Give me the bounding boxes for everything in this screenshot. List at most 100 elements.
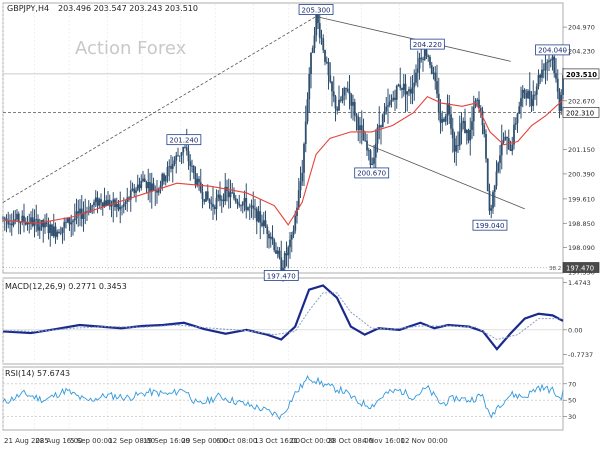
candle-body: [100, 199, 102, 203]
candle-body: [240, 205, 242, 207]
x-tick-label: 29 Sep 00:00: [181, 437, 228, 445]
candle-body: [488, 191, 491, 211]
candle-body: [187, 151, 190, 162]
candle-body: [233, 192, 235, 199]
candle-body: [12, 220, 15, 226]
candle-body: [399, 84, 402, 88]
candle-body: [443, 118, 445, 122]
candle-body: [38, 226, 41, 231]
candle-body: [352, 101, 354, 106]
candle-body: [308, 74, 311, 100]
candle-body: [448, 103, 451, 115]
y-tick-label: 204.970: [568, 24, 595, 32]
candle-body: [514, 123, 517, 125]
candle-body: [437, 93, 440, 113]
candle-body: [339, 99, 342, 101]
current-price-label: 203.510: [566, 71, 597, 79]
price-callout-box: [263, 270, 299, 281]
x-tick-label: 5 Sep 00:00: [70, 437, 112, 445]
candle-body: [72, 220, 74, 223]
price-callout-label: 197.470: [267, 272, 296, 280]
candle-body: [325, 61, 328, 63]
candle-body: [289, 239, 291, 248]
candle-body: [376, 127, 379, 144]
rsi-panel-frame: [2, 366, 564, 431]
candle-body: [509, 149, 512, 152]
candle-body: [192, 166, 195, 174]
candle-body: [189, 161, 192, 166]
candle-body: [215, 197, 218, 210]
candle-body: [374, 143, 377, 158]
candle-body: [110, 204, 113, 207]
candle-body: [539, 74, 542, 78]
candle-body: [331, 81, 333, 92]
support-level-box: [562, 107, 600, 118]
rsi-panel: [2, 374, 564, 421]
candle-body: [303, 144, 305, 173]
candle-body: [37, 219, 39, 231]
candle-body: [497, 162, 500, 172]
candle-body: [105, 200, 108, 206]
candle-body: [59, 232, 62, 234]
candle-body: [483, 125, 486, 135]
candle-body: [208, 199, 211, 203]
candle-body: [276, 250, 279, 254]
candle-body: [93, 202, 95, 206]
candle-body: [345, 88, 347, 89]
candle-body: [385, 106, 388, 112]
candle-body: [464, 120, 466, 134]
candle-body: [247, 207, 249, 210]
price-callout-box: [166, 134, 202, 146]
candle-body: [418, 57, 421, 69]
candle-body: [530, 99, 533, 106]
candle-body: [367, 150, 370, 152]
candle-body: [366, 140, 368, 151]
candle-body: [474, 100, 477, 107]
candle-body: [310, 52, 312, 75]
candle-body: [542, 69, 545, 71]
candle-body: [490, 208, 493, 211]
candle-body: [82, 213, 85, 219]
x-tick-label: 19 Sep 16:00: [143, 437, 190, 445]
candle-body: [350, 94, 353, 106]
candle-body: [5, 218, 8, 221]
candle-body: [523, 89, 526, 93]
candle-body: [383, 111, 386, 115]
rsi-title: RSI(14) 57.6743: [5, 369, 70, 378]
candle-body: [369, 150, 372, 166]
candle-body: [133, 188, 136, 193]
candle-body: [180, 152, 183, 156]
candle-body: [219, 194, 221, 201]
candle-body: [238, 203, 241, 206]
candle-body: [163, 173, 165, 182]
price-callout-box: [298, 4, 334, 15]
candle-body: [79, 208, 81, 214]
candle-body: [341, 95, 344, 101]
x-tick-label: 12 Nov 00:00: [401, 437, 448, 445]
rsi-tick-label: 70: [568, 380, 576, 388]
trendline: [368, 144, 525, 210]
candle-body: [19, 222, 22, 224]
candle-body: [423, 49, 426, 60]
candle-body: [544, 62, 547, 71]
candle-body: [150, 183, 153, 192]
candle-body: [86, 211, 88, 212]
candle-body: [287, 247, 290, 256]
watermark: Action Forex: [75, 38, 187, 59]
candle-body: [553, 56, 556, 74]
candle-body: [135, 190, 137, 193]
candle-body: [332, 91, 335, 97]
candle-body: [360, 125, 363, 131]
candle-body: [227, 190, 230, 198]
candle-body: [91, 205, 94, 207]
candle-body: [273, 239, 276, 251]
y-tick-label: 199.610: [568, 195, 595, 203]
candle-body: [392, 97, 395, 101]
candle-body: [420, 57, 423, 60]
candle-body: [511, 144, 514, 152]
candle-body: [115, 203, 118, 208]
candle-body: [229, 192, 232, 198]
y-tick-label: 202.670: [568, 97, 595, 105]
x-tick-label: 13 Oct 16:00: [254, 437, 300, 445]
